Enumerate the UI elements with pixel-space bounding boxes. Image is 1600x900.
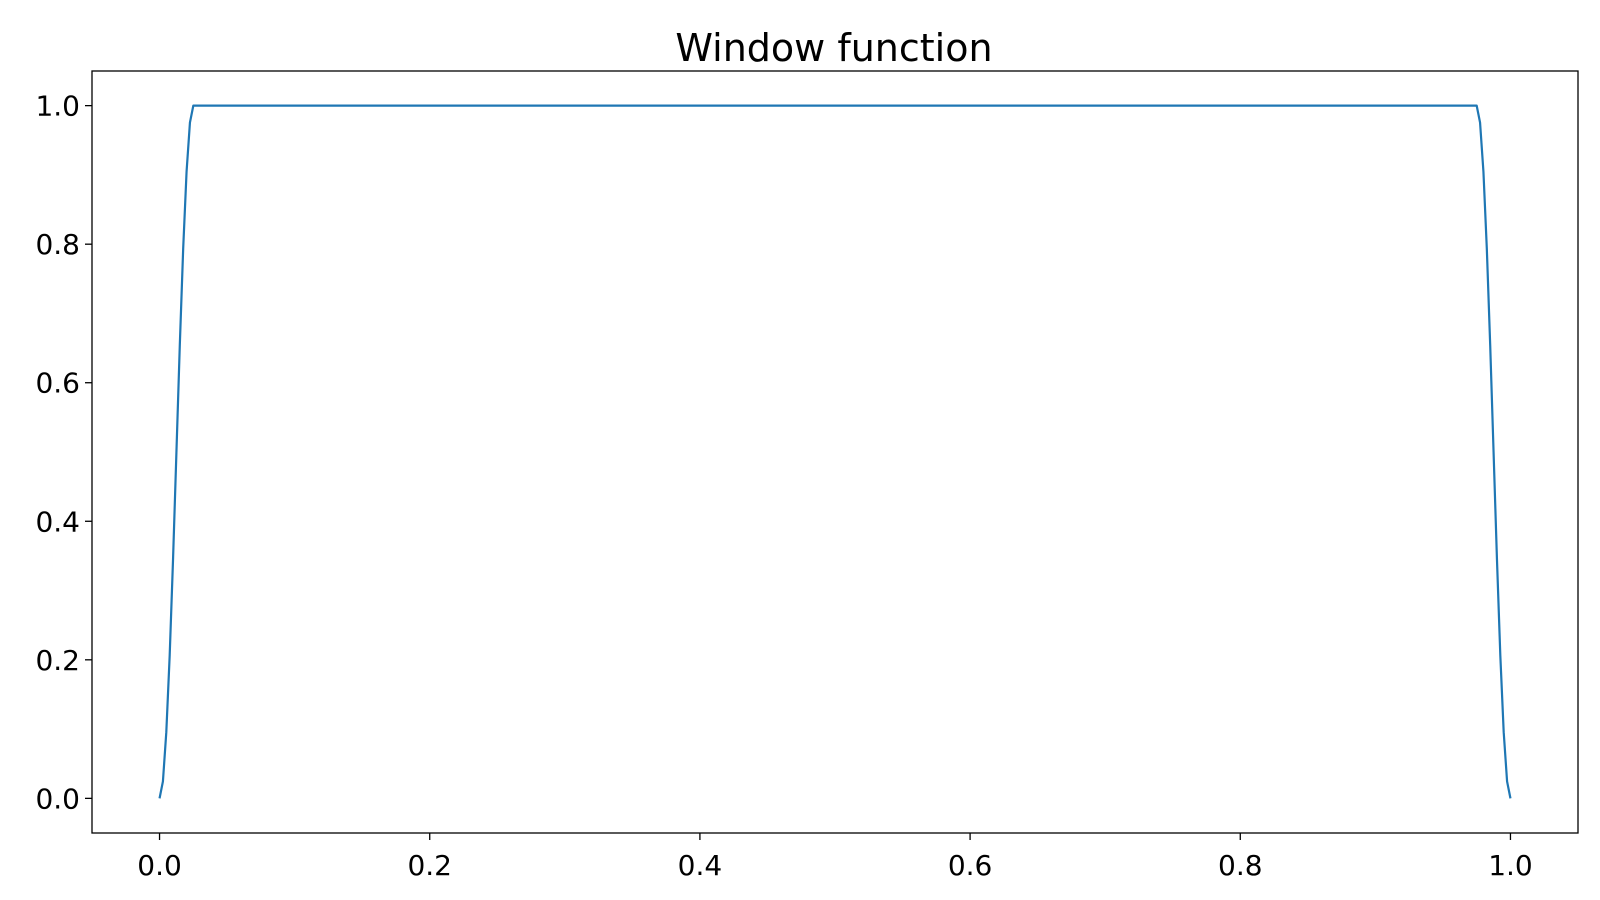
x-tick-label: 1.0 (1488, 849, 1533, 882)
x-tick-label: 0.0 (137, 849, 182, 882)
x-tick-label: 0.2 (407, 849, 452, 882)
x-tick-label: 0.8 (1218, 849, 1263, 882)
plot-area: 0.0 0.2 0.4 0.6 0.8 1.0 0.0 0.2 0.4 0.6 0.8 1.0 (35, 70, 1579, 882)
x-tick-label: 0.4 (678, 849, 723, 882)
series-line-0 (158, 104, 1512, 799)
chart-title: Window function (675, 26, 992, 70)
axes-frame (91, 70, 1579, 834)
y-tick-label: 0.8 (35, 228, 80, 261)
x-tick-label: 0.6 (948, 849, 993, 882)
y-tick-label: 0.6 (35, 367, 80, 400)
y-tick-label: 1.0 (35, 90, 80, 123)
y-tick-label: 0.2 (35, 644, 80, 677)
y-tick-label: 0.0 (35, 782, 80, 815)
y-tick-label: 0.4 (35, 505, 80, 538)
